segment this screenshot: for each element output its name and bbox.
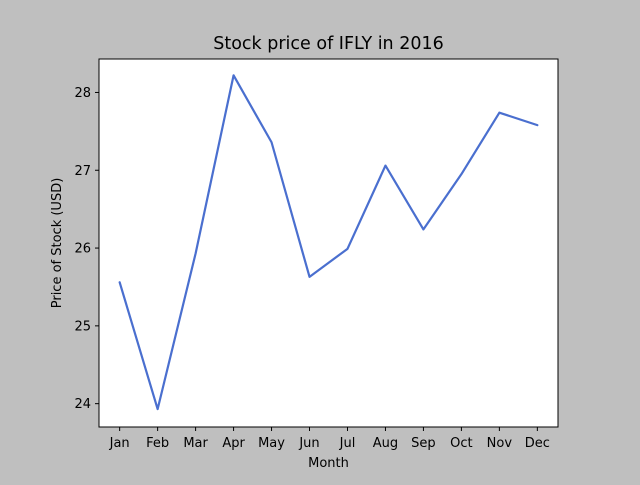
x-tick-label: Feb xyxy=(146,436,169,451)
x-tick-label: Dec xyxy=(525,436,550,451)
x-tick-label: Sep xyxy=(411,436,436,451)
y-tick-label: 26 xyxy=(74,242,91,257)
y-tick-label: 25 xyxy=(74,319,91,334)
x-axis-ticks: Jan Feb Mar Apr May Jun Jul Aug Sep Oct Nov Dec xyxy=(109,427,550,451)
x-tick-label: May xyxy=(258,436,285,451)
chart-title: Stock price of IFLY in 2016 xyxy=(213,34,444,54)
y-axis-label: Price of Stock (USD) xyxy=(50,178,65,309)
y-tick-label: 24 xyxy=(74,397,91,412)
x-tick-label: Jan xyxy=(109,436,130,451)
x-tick-label: Jun xyxy=(298,436,319,451)
x-tick-label: Aug xyxy=(373,436,398,451)
y-axis-ticks: 24 25 26 27 28 xyxy=(74,86,99,412)
x-tick-label: Nov xyxy=(487,436,513,451)
x-tick-label: Oct xyxy=(450,436,472,451)
x-tick-label: Apr xyxy=(222,436,245,451)
y-tick-label: 27 xyxy=(74,164,91,179)
x-tick-label: Jul xyxy=(339,436,356,451)
y-tick-label: 28 xyxy=(74,86,91,101)
x-tick-label: Mar xyxy=(183,436,208,451)
x-axis-label: Month xyxy=(308,456,349,471)
